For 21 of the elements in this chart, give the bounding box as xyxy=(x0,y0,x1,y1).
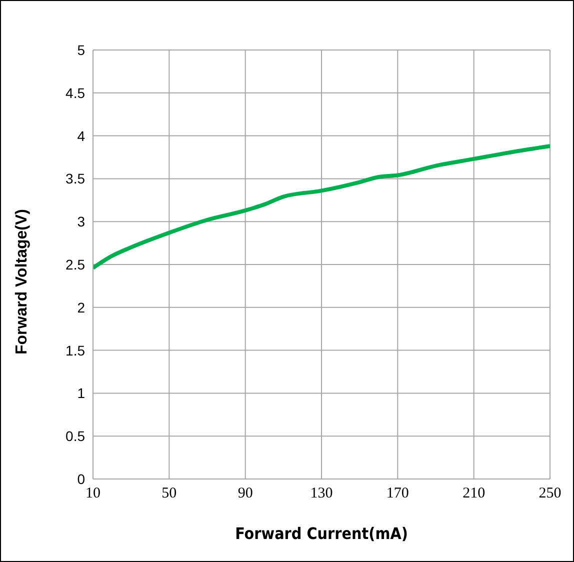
y-tick-label: 0.5 xyxy=(66,428,86,444)
y-tick-label: 3.5 xyxy=(66,170,86,187)
y-tick-label: 2 xyxy=(77,299,86,316)
y-tick-label: 1.5 xyxy=(66,342,86,358)
x-tick-label: 250 xyxy=(538,486,562,502)
y-tick-label: 1 xyxy=(77,385,86,402)
y-tick-label: 4 xyxy=(77,128,86,144)
line-series xyxy=(93,144,550,270)
y-tick-label: 0 xyxy=(77,470,86,487)
x-tick-label: 210 xyxy=(462,486,486,502)
x-tick-label: 170 xyxy=(386,486,409,502)
x-axis-title: Forward Current(mA) xyxy=(235,524,408,543)
x-tick-label: 50 xyxy=(162,486,177,502)
y-axis-title: Forward Voltage(V) xyxy=(14,209,31,354)
x-tick-label: 90 xyxy=(238,486,253,502)
x-tick-label: 130 xyxy=(310,486,333,502)
y-tick-label: 2.5 xyxy=(66,256,86,272)
x-tick-label: 10 xyxy=(86,486,100,502)
y-tick-label: 5 xyxy=(77,42,86,58)
y-tick-label: 3 xyxy=(77,214,86,230)
y-tick-label: 4.5 xyxy=(66,84,86,101)
